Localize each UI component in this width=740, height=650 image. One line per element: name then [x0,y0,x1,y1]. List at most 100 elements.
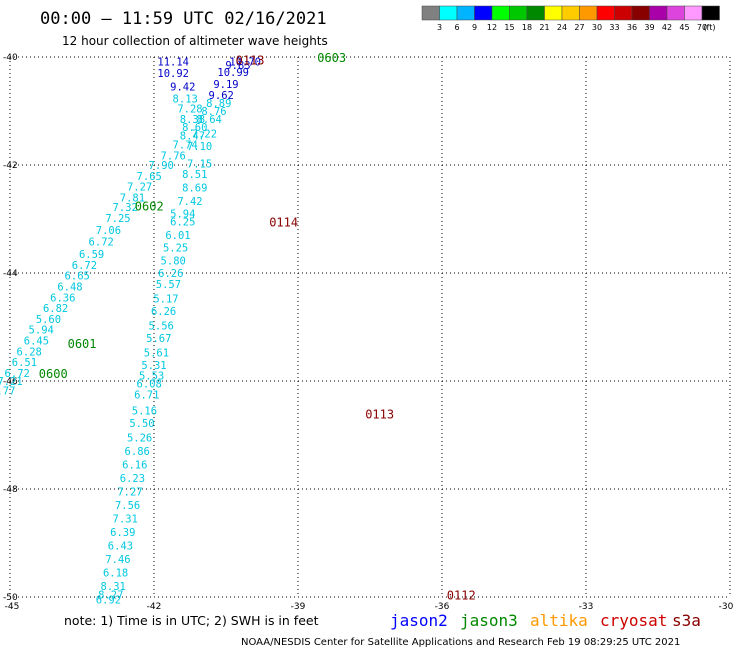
swh-value-label: 6.39 [110,527,135,539]
legend-swatch [614,5,633,21]
swh-value-label: 8.76 [201,106,226,118]
swh-value-label: 7.21 [0,376,23,388]
legend-swatch [649,5,668,21]
legend-value: 30 [592,23,602,32]
legend-swatch [421,5,440,21]
x-tick-label: -33 [579,602,594,612]
footer-credit: NOAA/NESDIS Center for Satellite Applica… [241,637,680,648]
pass-time-label: 0600 [39,367,68,381]
swh-value-label: 6.59 [79,249,104,261]
swh-value-label: 6.51 [12,357,37,369]
swh-value-label: 5.60 [36,314,61,326]
x-tick-label: -39 [291,602,306,612]
swh-value-label: 5.16 [132,406,157,418]
swh-value-label: 7.90 [149,160,174,172]
swh-value-label: 6.23 [120,473,145,485]
swh-value-label: 9.19 [213,79,238,91]
legend-swatch [526,5,545,21]
swh-value-label: 9.62 [209,90,234,102]
y-tick-label: -40 [3,53,18,63]
swh-value-label: 9.83 [225,60,250,72]
swh-value-label: 6.72 [72,260,97,272]
swh-value-label: 6.16 [122,460,147,472]
x-tick-label: -42 [147,602,162,612]
legend-value: 24 [557,23,567,32]
pass-time-labels: 0603 0113 0602 0601 0600 0114 0113 0112 [39,51,476,602]
satellite-name-altika: altika [530,611,588,630]
satellite-legend: jason2 jason3 altika cryosat s3a [390,611,701,630]
legend-value: 9 [472,23,477,32]
swh-value-label: 5.67 [146,333,171,345]
swh-value-label: 6.65 [65,271,90,283]
swh-value-label: 6.28 [17,346,42,358]
legend-swatch [666,5,685,21]
swh-value-label: 5.94 [29,325,54,337]
satellite-name-jason2: jason2 [390,611,448,630]
swh-value-label: 6.26 [151,306,176,318]
swh-value-label: 5.57 [156,279,181,291]
legend-swatch [474,5,493,21]
swh-value-label: 5.61 [144,347,169,359]
swh-value-label: 7.42 [177,196,202,208]
legend-swatch [439,5,458,21]
swh-value-label: 5.25 [163,243,188,255]
legend-value: 15 [504,23,514,32]
legend-swatch [561,5,580,21]
swh-value-label: 7.46 [105,554,130,566]
legend-value: 27 [574,23,584,32]
swh-value-label: 6.08 [137,379,162,391]
map-title: 00:00 – 11:59 UTC 02/16/2021 [40,9,327,29]
satellite-name-s3a: s3a [672,611,701,630]
swh-value-label: 8.60 [182,122,207,134]
legend-value: 18 [522,23,532,32]
units-note: note: 1) Time is in UTC; 2) SWH is in fe… [64,613,319,628]
swh-value-label: 8.89 [206,98,231,110]
x-tick-label: -36 [435,602,450,612]
legend-swatch [579,5,598,21]
swh-value-label: 6.71 [134,390,159,402]
swh-value-label: 7.10 [187,141,212,153]
swh-value-label: 5.80 [161,256,186,268]
swh-value-label: 6.77 [0,386,15,398]
legend-value: 6 [454,23,459,32]
legend-swatch [631,5,650,21]
swh-value-label: 7.15 [187,158,212,170]
satellite-name-jason3: jason3 [460,611,518,630]
swh-value-label: 6.25 [170,217,195,229]
color-legend: 3 6 9 12 15 18 21 24 27 30 33 36 39 42 45 70(ft) [421,5,720,32]
satellite-name-cryosat: cryosat [600,611,667,630]
swh-value-label: 5.53 [139,371,164,383]
swh-value-label: 7.74 [173,139,198,151]
swh-value-label: 11.14 [157,56,189,68]
swh-value-label: 6.01 [165,230,190,242]
legend-swatch [684,5,703,21]
swh-value-label: 7.27 [127,182,152,194]
swh-value-label: 7.28 [177,103,202,115]
axis-tick-labels: -45 -42 -39 -36 -33 -30 -40 -42 -44 -46 -48 -50 [3,53,734,612]
x-tick-label: -30 [719,602,734,612]
legend-swatch [456,5,475,21]
swh-value-label: 8.13 [173,94,198,106]
swh-value-label: 7.31 [113,514,138,526]
legend-swatch [544,5,563,21]
swh-value-label: 6.36 [50,292,75,304]
swh-value-label: 8.64 [197,114,222,126]
pass-time-label: 0113 [365,407,394,421]
swh-value-label: 10.70 [229,56,261,68]
swh-value-label: 7.56 [115,500,140,512]
swh-value-label: 7.25 [105,213,130,225]
swh-value-label: 6.86 [125,446,150,458]
swh-value-label: 6.48 [57,282,82,294]
legend-value: 33 [609,23,619,32]
pass-time-label: 0113 [236,54,265,68]
swh-value-label: 7.22 [192,129,217,141]
swh-value-label: 6.45 [24,336,49,348]
swh-value-label: 5.50 [129,418,154,430]
legend-value: 3 [437,23,442,32]
legend-swatch [491,5,510,21]
x-tick-label: -45 [5,602,20,612]
pass-time-label: 0601 [68,337,97,351]
legend-value: 70 [697,23,707,32]
swh-value-label: 9.42 [170,82,195,94]
